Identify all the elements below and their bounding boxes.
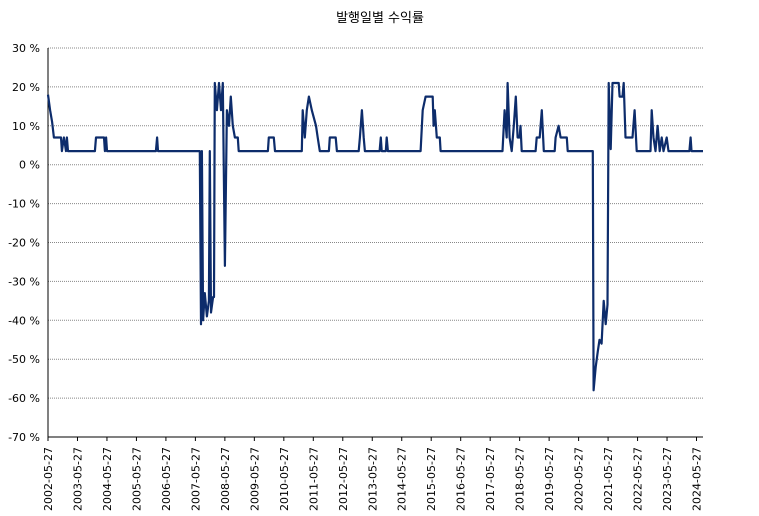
x-tick-label: 2023-05-27 xyxy=(661,447,674,511)
x-tick-label: 2007-05-27 xyxy=(189,447,202,511)
x-tick-label: 2021-05-27 xyxy=(602,447,615,511)
x-tick-label: 2003-05-27 xyxy=(71,447,84,511)
y-tick-label: -50 % xyxy=(8,353,40,366)
y-tick-label: 10 % xyxy=(12,120,40,133)
y-tick-label: -40 % xyxy=(8,314,40,327)
x-tick-label: 2010-05-27 xyxy=(278,447,291,511)
x-tick-label: 2014-05-27 xyxy=(396,447,409,511)
y-tick-label: 30 % xyxy=(12,42,40,55)
x-tick-label: 2017-05-27 xyxy=(484,447,497,511)
chart-title: 발행일별 수익률 xyxy=(336,10,424,26)
x-tick-label: 2019-05-27 xyxy=(543,447,556,511)
x-tick-label: 2012-05-27 xyxy=(337,447,350,511)
y-tick-label: -20 % xyxy=(8,237,40,250)
y-tick-label: -30 % xyxy=(8,275,40,288)
y-tick-label: -10 % xyxy=(8,198,40,211)
y-tick-label: 20 % xyxy=(12,81,40,94)
x-tick-label: 2022-05-27 xyxy=(632,447,645,511)
x-tick-label: 2024-05-27 xyxy=(691,447,704,511)
x-tick-label: 2015-05-27 xyxy=(425,447,438,511)
x-tick-label: 2008-05-27 xyxy=(219,447,232,511)
x-tick-label: 2005-05-27 xyxy=(130,447,143,511)
x-tick-label: 2020-05-27 xyxy=(573,447,586,511)
x-tick-label: 2006-05-27 xyxy=(160,447,173,511)
y-tick-label: -70 % xyxy=(8,431,40,444)
x-tick-label: 2009-05-27 xyxy=(248,447,261,511)
x-tick-label: 2011-05-27 xyxy=(307,447,320,511)
x-tick-label: 2002-05-27 xyxy=(42,447,55,511)
x-tick-label: 2016-05-27 xyxy=(455,447,468,511)
x-tick-label: 2004-05-27 xyxy=(101,447,114,511)
x-tick-label: 2018-05-27 xyxy=(514,447,527,511)
y-tick-label: -60 % xyxy=(8,392,40,405)
data-line xyxy=(46,81,703,392)
y-tick-label: 0 % xyxy=(19,159,40,172)
x-tick-label: 2013-05-27 xyxy=(366,447,379,511)
